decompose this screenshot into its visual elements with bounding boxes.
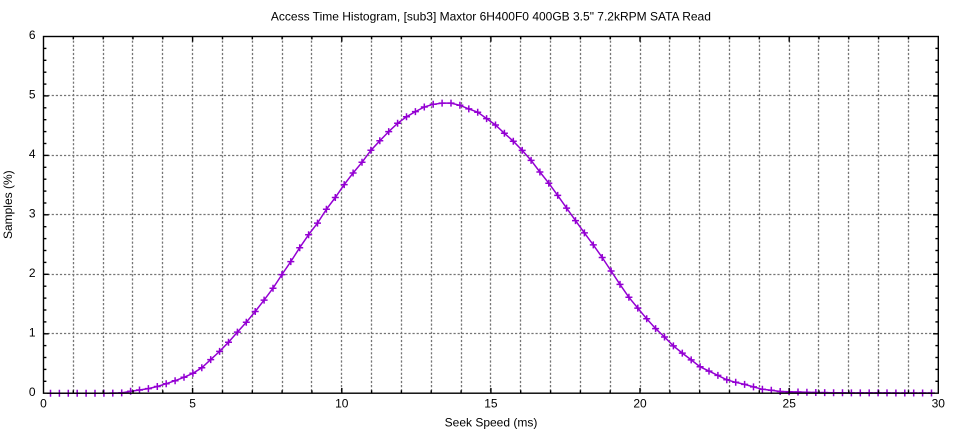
svg-text:Seek Speed (ms): Seek Speed (ms)	[445, 416, 538, 430]
svg-text:Samples (%): Samples (%)	[1, 170, 15, 239]
svg-text:1: 1	[29, 325, 36, 339]
svg-text:25: 25	[783, 397, 797, 411]
svg-text:3: 3	[29, 207, 36, 221]
svg-text:10: 10	[335, 397, 349, 411]
svg-text:Access Time Histogram, [sub3]: Access Time Histogram, [sub3] Maxtor 6H4…	[271, 10, 711, 24]
svg-text:20: 20	[633, 397, 647, 411]
svg-text:2: 2	[29, 266, 36, 280]
svg-text:6: 6	[29, 28, 36, 42]
svg-text:15: 15	[484, 397, 498, 411]
svg-text:5: 5	[29, 88, 36, 102]
svg-text:30: 30	[932, 397, 946, 411]
svg-text:0: 0	[29, 385, 36, 399]
svg-text:5: 5	[189, 397, 196, 411]
svg-text:0: 0	[40, 397, 47, 411]
svg-text:4: 4	[29, 147, 36, 161]
